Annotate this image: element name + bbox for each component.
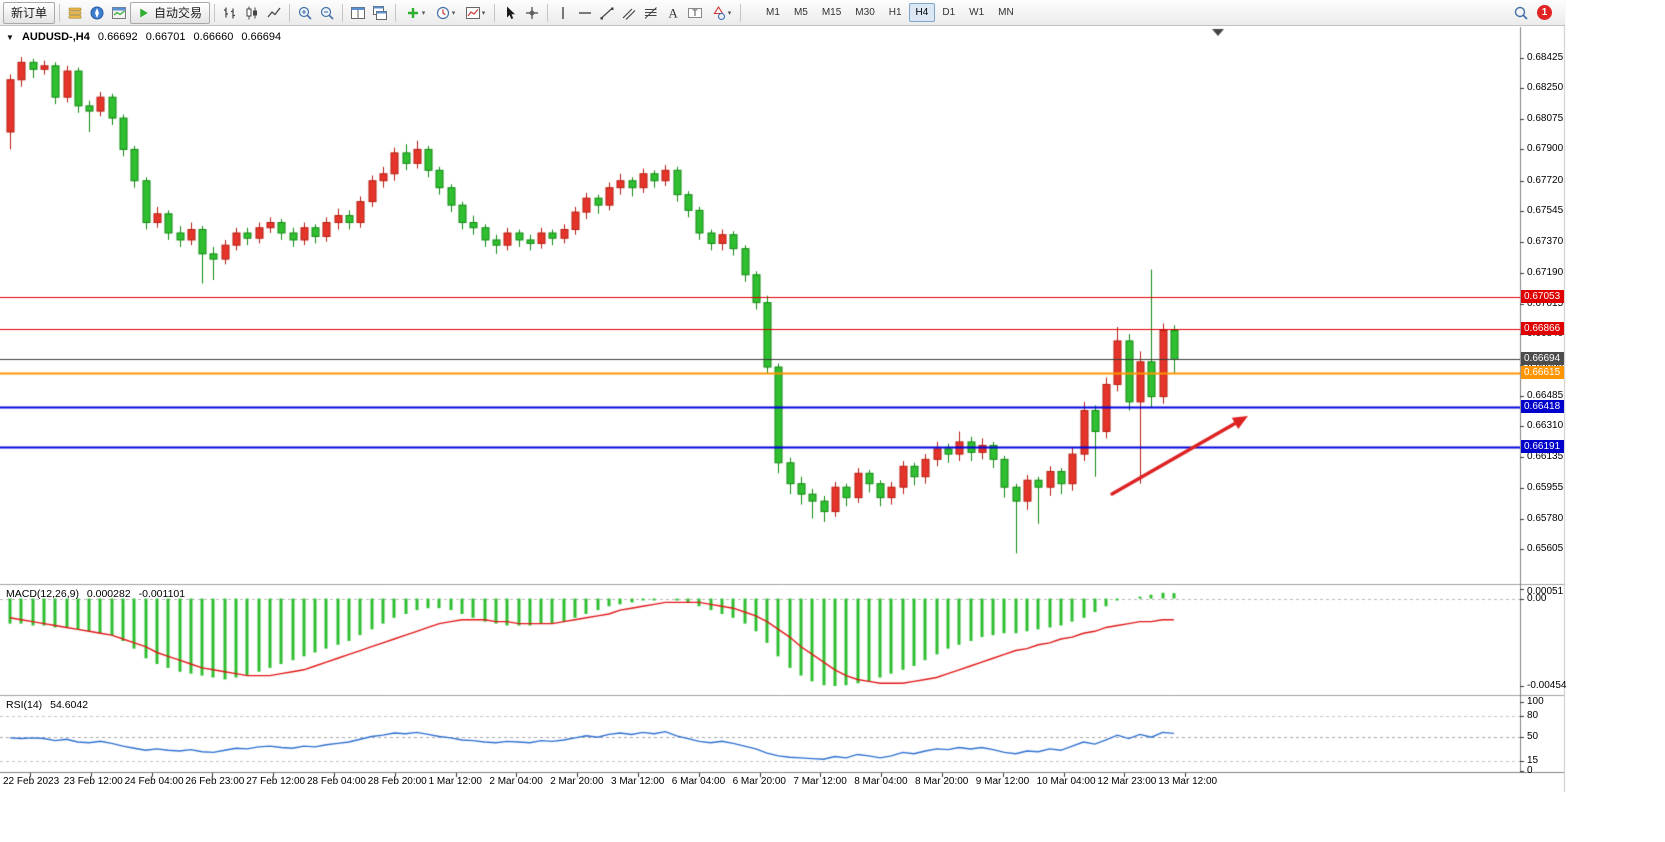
toolbar-separator bbox=[494, 3, 496, 22]
timeframe-group: M1 M5 M15 M30 H1 H4 D1 W1 MN bbox=[759, 3, 1021, 22]
trendline-button[interactable] bbox=[596, 2, 618, 24]
line-chart-button[interactable] bbox=[263, 2, 285, 24]
label-icon: T bbox=[688, 7, 703, 18]
market-watch-icon bbox=[68, 7, 82, 19]
notification-badge[interactable]: 1 bbox=[1537, 5, 1552, 20]
timeframe-button-m30[interactable]: M30 bbox=[855, 7, 875, 18]
timeframe-button-m1[interactable]: M1 bbox=[766, 7, 780, 18]
chevron-down-icon: ▾ bbox=[421, 9, 426, 17]
autotrading-button[interactable]: 自动交易 bbox=[130, 1, 211, 24]
bar-chart-button[interactable] bbox=[219, 2, 241, 24]
fibonacci-button[interactable] bbox=[640, 2, 662, 24]
label-button[interactable]: T bbox=[684, 2, 706, 24]
zoom-out-button[interactable] bbox=[316, 2, 338, 24]
terminal-icon bbox=[112, 6, 127, 19]
tile-windows-icon bbox=[351, 6, 366, 19]
bar-chart-icon bbox=[224, 7, 236, 18]
tile-windows-button[interactable] bbox=[347, 2, 369, 24]
new-order-button[interactable]: 新订单 bbox=[3, 1, 56, 24]
toolbar-separator bbox=[740, 3, 742, 22]
search-icon bbox=[1514, 6, 1528, 20]
svg-text:A: A bbox=[668, 5, 678, 20]
toolbar-separator bbox=[59, 3, 61, 22]
candlestick-chart-icon bbox=[246, 6, 258, 19]
navigator-button[interactable] bbox=[86, 2, 108, 24]
cursor-button[interactable] bbox=[499, 2, 521, 24]
svg-text:T: T bbox=[692, 7, 698, 17]
shapes-button[interactable]: ▾ bbox=[706, 2, 736, 24]
chevron-down-icon: ▾ bbox=[451, 9, 456, 17]
trendline-icon bbox=[600, 7, 614, 19]
horizontal-line-icon bbox=[579, 11, 592, 14]
text-button[interactable]: A bbox=[662, 2, 684, 24]
timeframe-button-mn[interactable]: MN bbox=[998, 7, 1014, 18]
toolbar-separator bbox=[289, 3, 291, 22]
vertical-line-button[interactable] bbox=[552, 2, 574, 24]
search-button[interactable] bbox=[1510, 2, 1532, 24]
cursor-icon bbox=[507, 6, 516, 19]
timeframe-button-w1[interactable]: W1 bbox=[969, 7, 985, 18]
timeframe-button-m15[interactable]: M15 bbox=[821, 7, 842, 18]
vertical-line-icon bbox=[562, 6, 564, 19]
new-order-label: 新订单 bbox=[11, 6, 48, 20]
zoom-out-icon bbox=[320, 6, 334, 20]
autotrading-play-icon bbox=[140, 8, 148, 17]
toolbar-separator bbox=[395, 3, 397, 22]
toolbar-separator bbox=[342, 3, 344, 22]
market-watch-button[interactable] bbox=[64, 2, 86, 24]
line-chart-icon bbox=[267, 7, 281, 17]
toolbar-separator bbox=[214, 3, 216, 22]
chevron-down-icon: ▾ bbox=[727, 9, 732, 17]
text-icon: A bbox=[668, 5, 678, 20]
zoom-in-button[interactable] bbox=[294, 2, 316, 24]
candlestick-chart-button[interactable] bbox=[241, 2, 263, 24]
timeframe-button-h1[interactable]: H1 bbox=[888, 7, 902, 18]
navigator-icon bbox=[90, 6, 104, 19]
crosshair-button[interactable] bbox=[521, 2, 543, 24]
timeframe-button-d1[interactable]: D1 bbox=[942, 7, 956, 18]
indicators-button[interactable]: ▾ bbox=[400, 2, 430, 24]
equidistant-channel-button[interactable] bbox=[618, 2, 640, 24]
shapes-icon bbox=[713, 5, 725, 20]
crosshair-icon bbox=[526, 6, 539, 19]
chevron-down-icon: ▾ bbox=[481, 9, 486, 17]
templates-button[interactable]: ▾ bbox=[460, 2, 490, 24]
fibonacci-icon bbox=[644, 6, 657, 19]
equidistant-channel-icon bbox=[622, 8, 636, 20]
indicators-add-icon bbox=[407, 7, 418, 18]
timeframe-button-m5[interactable]: M5 bbox=[793, 7, 808, 18]
cascade-windows-icon bbox=[373, 5, 388, 20]
timeframe-button-h4[interactable]: H4 bbox=[908, 3, 936, 22]
horizontal-line-button[interactable] bbox=[574, 2, 596, 24]
periods-button[interactable]: ▾ bbox=[430, 2, 460, 24]
periods-clock-icon bbox=[436, 6, 449, 19]
autotrading-label: 自动交易 bbox=[154, 6, 203, 20]
terminal-button[interactable] bbox=[108, 2, 130, 24]
zoom-in-icon bbox=[298, 6, 312, 20]
cascade-windows-button[interactable] bbox=[369, 2, 391, 24]
templates-icon bbox=[465, 6, 480, 19]
toolbar: 新订单 自动交易 bbox=[0, 0, 1565, 26]
toolbar-separator bbox=[547, 3, 549, 22]
